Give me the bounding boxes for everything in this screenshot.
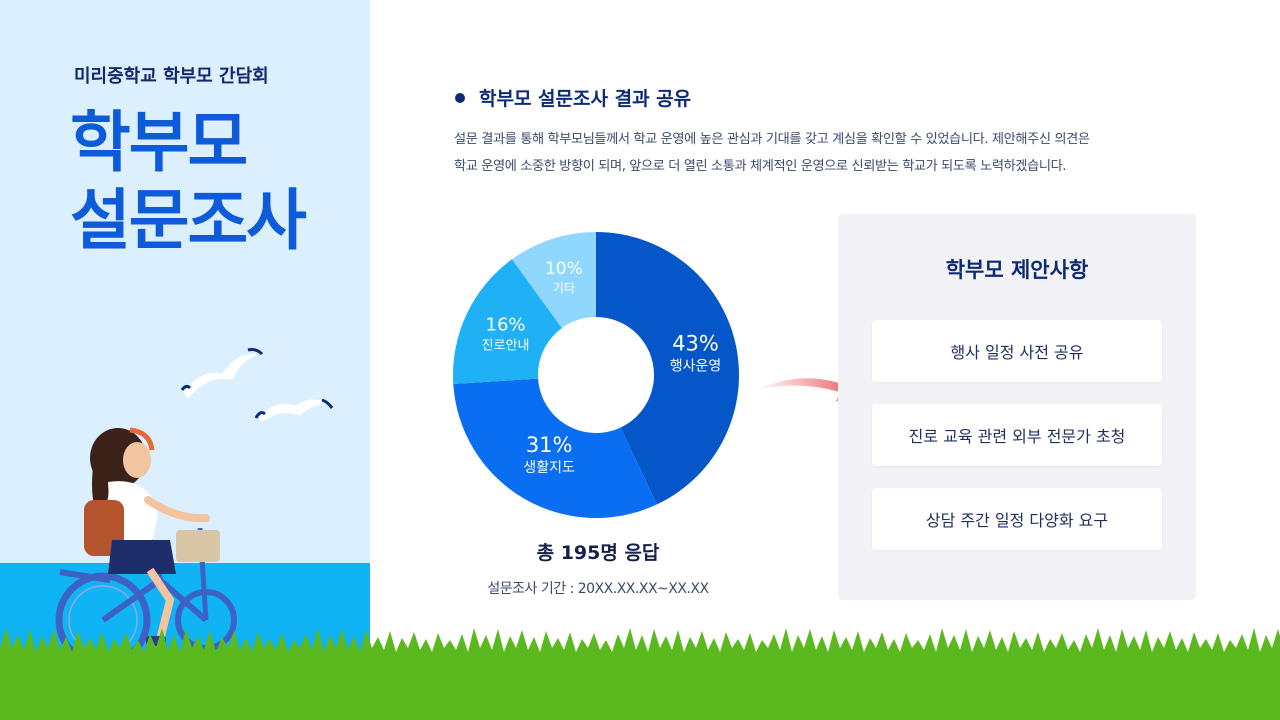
seagulls-illustration (180, 348, 334, 422)
slice-category-label: 진로안내 (482, 338, 530, 353)
section-description: 설문 결과를 통해 학부모님들께서 학교 운영에 높은 관심과 기대를 갖고 계… (454, 126, 1214, 180)
left-panel: 미리중학교 학부모 간담회 학부모 설문조사 (0, 0, 370, 720)
slice-percent-label: 31% (526, 433, 573, 457)
seagull-icon (321, 398, 334, 409)
description-line-2: 학교 운영에 소중한 방향이 되며, 앞으로 더 열린 소통과 체계적인 운영으… (454, 159, 1067, 174)
title-line-1: 학부모 (70, 104, 248, 181)
bullet-dot-icon (455, 92, 465, 103)
proposals-title: 학부모 제안사항 (945, 258, 1089, 282)
section-heading: 학부모 설문조사 결과 공유 (455, 84, 691, 111)
slice-percent-label: 16% (486, 314, 526, 335)
pie-slice-4 (511, 232, 596, 329)
pie-slice-1 (596, 232, 739, 505)
slice-percent-label: 43% (672, 332, 719, 356)
slice-category-label: 생활지도 (523, 460, 575, 476)
proposal-item: 진로 교육 관련 외부 전문가 초청 (872, 404, 1162, 466)
proposal-item: 상담 주간 일정 다양화 요구 (872, 488, 1162, 550)
slice-category-label: 행사운영 (670, 359, 722, 375)
pie-slice-2 (453, 378, 657, 518)
slice-percent-label: 10% (545, 259, 583, 279)
seagull-icon (254, 411, 266, 419)
event-subtitle: 미리중학교 학부모 간담회 (74, 66, 269, 87)
pie-slice-3 (453, 259, 562, 384)
survey-period: 설문조사 기간 : 20XX.XX.XX~XX.XX (487, 581, 709, 597)
page-title: 학부모 설문조사 (70, 104, 307, 260)
title-line-2: 설문조사 (70, 182, 307, 259)
description-line-1: 설문 결과를 통해 학부모님들께서 학교 운영에 높은 관심과 기대를 갖고 계… (454, 132, 1090, 147)
seagull-icon (180, 384, 192, 391)
proposals-panel: 학부모 제안사항 행사 일정 사전 공유 진로 교육 관련 외부 전문가 초청 … (838, 214, 1196, 600)
proposal-item: 행사 일정 사전 공유 (872, 320, 1162, 382)
slice-category-label: 기타 (553, 281, 575, 295)
girl-on-bicycle-illustration (55, 427, 237, 668)
total-responses: 총 195명 응답 (536, 542, 660, 564)
seagull-icon (247, 348, 264, 356)
survey-donut-chart: 43% 행사운영 31% 생활지도 16% 진로안내 10% 기타 (453, 232, 739, 518)
section-title: 학부모 설문조사 결과 공유 (479, 88, 692, 110)
seagull-icon (258, 399, 330, 422)
seagull-icon (184, 353, 258, 398)
